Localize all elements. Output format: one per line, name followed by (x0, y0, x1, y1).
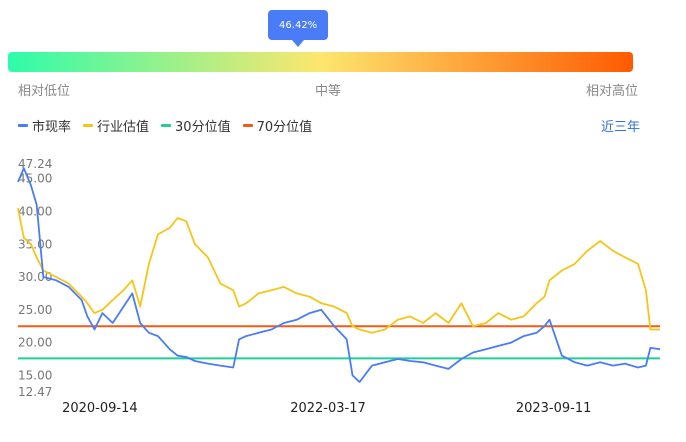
legend-swatch-p70 (242, 124, 253, 127)
legend-label-p30: 30分位值 (175, 120, 231, 135)
legend-label-p70: 70分位值 (256, 120, 313, 135)
y-tick-label: 12.47 (18, 385, 52, 399)
series-line-0 (17, 167, 661, 383)
series-layer (17, 167, 661, 383)
gauge-high-label: 相对高位 (585, 84, 638, 99)
valuation-line-chart: 47.2445.0040.0035.0030.0025.0020.0015.00… (17, 157, 661, 416)
legend-item-p70[interactable]: 70分位值 (242, 116, 313, 135)
y-tick-label: 45.00 (18, 172, 52, 186)
x-tick-label: 2020-09-14 (62, 401, 138, 416)
legend-item-pcf[interactable]: 市现率 (18, 116, 71, 135)
legend-swatch-p30 (161, 124, 172, 127)
chart-legend: 市现率 行业估值 30分位值 70分位值 (18, 116, 318, 135)
legend-swatch-pcf (18, 124, 28, 127)
gauge-low-label: 相对低位 (18, 84, 71, 99)
y-tick-label: 15.00 (18, 368, 52, 382)
y-tick-label: 47.24 (18, 157, 52, 171)
y-tick-label: 40.00 (18, 204, 52, 218)
percentile-badge: 46.42% (268, 10, 329, 47)
x-tick-label: 2023-09-11 (516, 401, 592, 416)
x-axis-ticks: 2020-09-14 2022-03-17 2023-09-11 (62, 401, 591, 416)
gauge-mid-label: 中等 (315, 84, 342, 99)
x-tick-label: 2022-03-17 (290, 401, 366, 416)
y-tick-label: 20.00 (18, 336, 52, 350)
legend-item-p30[interactable]: 30分位值 (161, 116, 231, 135)
percentile-gauge-bar (8, 52, 633, 72)
y-tick-label: 25.00 (18, 303, 52, 317)
series-line-1 (17, 208, 660, 334)
range-selector-3y[interactable]: 近三年 (600, 120, 640, 135)
percentile-value: 46.42% (279, 19, 318, 31)
legend-swatch-industry (83, 124, 94, 127)
legend-label-industry: 行业估值 (97, 120, 150, 135)
legend-label-pcf: 市现率 (32, 120, 72, 135)
legend-item-industry[interactable]: 行业估值 (83, 116, 149, 135)
y-tick-label: 35.00 (18, 237, 52, 251)
